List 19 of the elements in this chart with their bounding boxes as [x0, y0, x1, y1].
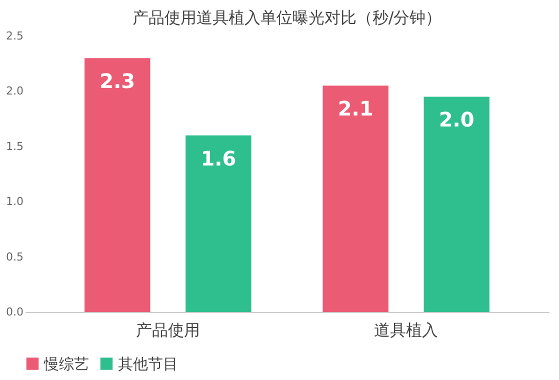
data-label: 2.3: [100, 69, 136, 94]
chart-title: 产品使用道具植入单位曝光对比（秒/分钟）: [132, 8, 442, 27]
legend-label: 其他节目: [118, 354, 178, 373]
y-tick-label: 2.0: [6, 84, 24, 98]
data-label: 2.0: [438, 108, 474, 132]
bar: [424, 96, 490, 312]
bar: [322, 86, 388, 312]
y-tick-label: 0.5: [6, 250, 24, 264]
y-tick-label: 0.0: [6, 306, 24, 318]
x-tick-label: 产品使用: [136, 320, 200, 340]
legend-label: 慢综艺: [43, 354, 89, 373]
bar: [186, 135, 252, 312]
x-tick-label: 道具植入: [374, 320, 438, 340]
y-tick-label: 1.5: [6, 140, 24, 153]
bar: [84, 58, 150, 312]
y-tick-label: 2.5: [6, 30, 24, 42]
y-tick-label: 1.0: [6, 195, 24, 208]
data-label: 2.1: [338, 96, 374, 121]
data-label: 1.6: [200, 146, 236, 170]
